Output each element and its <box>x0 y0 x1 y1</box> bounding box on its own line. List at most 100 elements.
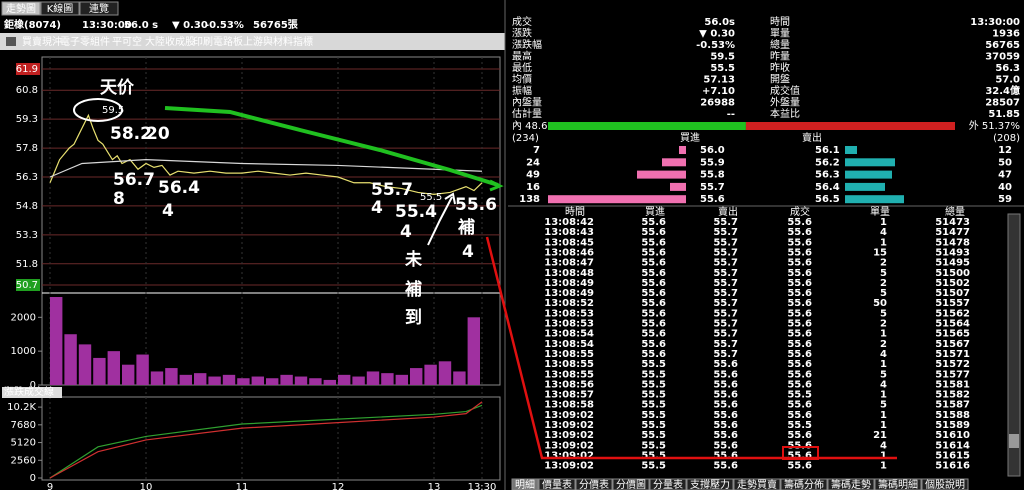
bottom-tab[interactable] <box>511 478 539 490</box>
trade-cell: 55.7 <box>713 217 738 228</box>
annotation: 4 <box>162 201 174 221</box>
volume-bar <box>50 297 63 385</box>
trade-cell: 55.6 <box>787 308 812 319</box>
trade-cell: 55.6 <box>641 227 666 238</box>
quote-value: ▼ 0.30 <box>699 29 735 40</box>
bottom-tab[interactable] <box>827 478 875 490</box>
trade-cell: 55.6 <box>787 227 812 238</box>
quote-value: 59.5 <box>710 52 735 63</box>
bottom-tab-label: 分價表 <box>579 478 609 490</box>
trade-cell: 55.5 <box>641 440 666 451</box>
arrow <box>164 106 499 187</box>
quote-value: 56.0s <box>704 17 735 28</box>
ask-bar <box>845 158 895 167</box>
scrollbar[interactable] <box>1007 213 1021 477</box>
trade-cell: 5 <box>880 268 887 279</box>
quote-value: 26988 <box>700 98 735 109</box>
volume-bar <box>122 364 135 385</box>
trade-cell: 51581 <box>935 379 970 390</box>
highlight-box <box>782 446 819 460</box>
trade-cell: 13:08:58 <box>544 400 594 411</box>
trade-cell: 51588 <box>935 410 970 421</box>
quote-value: 56765 <box>985 40 1020 51</box>
bottom-tab[interactable] <box>538 478 576 490</box>
trade-cell: 55.7 <box>713 247 738 258</box>
trade-cell: 55.6 <box>641 217 666 228</box>
bid-volume: 7 <box>533 145 540 156</box>
quote-label: 時間 <box>770 16 790 28</box>
ask-volume: 47 <box>998 170 1012 181</box>
trade-cell: 2 <box>880 339 887 350</box>
trade-cell: 13:08:55 <box>544 369 594 380</box>
tab[interactable] <box>79 1 119 16</box>
bottom-tab[interactable] <box>874 478 922 490</box>
quote-label: 最高 <box>512 50 532 63</box>
trade-cell: 55.5 <box>787 390 812 401</box>
volume-bar <box>309 378 322 385</box>
trade-cell: 55.6 <box>787 247 812 258</box>
trade-cell: 50 <box>873 298 887 309</box>
trade-cell: 1 <box>880 237 887 248</box>
bottom-tab[interactable] <box>649 478 687 490</box>
trade-cell: 55.7 <box>713 237 738 248</box>
trade-cell: 51477 <box>935 227 970 238</box>
ask-bar <box>845 182 885 191</box>
trade-cell: 51616 <box>935 461 970 472</box>
trade-cell: 51473 <box>935 217 970 228</box>
trade-cell: 55.6 <box>713 410 738 421</box>
volume-bar <box>179 374 192 385</box>
bid-price: 55.6 <box>700 194 725 205</box>
bottom-tab-label: 分量表 <box>653 478 683 490</box>
bottom-tab-label: 分價圖 <box>616 478 646 490</box>
bottom-tab[interactable] <box>612 478 650 490</box>
trade-cell: 13:08:45 <box>544 237 594 248</box>
bottom-tab[interactable] <box>733 478 781 490</box>
bottom-tab[interactable] <box>921 478 969 490</box>
annotation: 4 <box>371 198 383 218</box>
trade-cell: 5 <box>880 308 887 319</box>
trade-cell: 51614 <box>935 440 970 451</box>
bottom-tab-label: 籌碼分佈 <box>784 478 824 490</box>
tab[interactable] <box>40 1 80 16</box>
ask-price: 56.4 <box>815 182 840 193</box>
trade-cell: 55.5 <box>641 461 666 472</box>
trade-cell: 55.6 <box>787 258 812 269</box>
volume-bar <box>222 374 236 385</box>
bottom-tab[interactable] <box>575 478 613 490</box>
trade-cell: 21 <box>873 430 887 441</box>
trade-cell: 4 <box>880 227 887 238</box>
bottom-tab-label: 價量表 <box>542 478 572 490</box>
trade-cell: 51567 <box>935 339 970 350</box>
y-tick-label: 51.8 <box>16 259 38 270</box>
bottom-tab-label: 走勢買賣 <box>737 478 777 490</box>
bid-price: 56.0 <box>700 145 725 156</box>
x-tick-label: 13 <box>428 482 441 490</box>
trade-cell: 55.6 <box>787 410 812 421</box>
y-tick-label: 5120 <box>11 438 36 449</box>
annotation: 56.7 <box>113 170 155 190</box>
toolbar-icon <box>6 37 16 46</box>
tab[interactable] <box>1 1 41 16</box>
price-line <box>49 159 483 178</box>
quote-value: 1936 <box>992 29 1020 40</box>
bottom-tab[interactable] <box>780 478 828 490</box>
arrow <box>427 192 456 246</box>
volume-bar <box>93 357 106 385</box>
trade-cell: 55.6 <box>787 288 812 299</box>
bottom-tab[interactable] <box>686 478 734 490</box>
trade-cell: 55.6 <box>787 379 812 390</box>
y-tick-label: 60.8 <box>16 85 38 96</box>
scroll-thumb[interactable] <box>1009 434 1019 448</box>
label-bg <box>2 387 62 398</box>
trade-cell: 13:09:02 <box>544 450 594 461</box>
trade-cell: 55.6 <box>787 339 812 350</box>
trade-cell: 4 <box>880 379 887 390</box>
trade-cell: 55.5 <box>641 450 666 461</box>
trade-cell: 55.5 <box>787 420 812 431</box>
trend-line <box>49 401 483 479</box>
quote-value: +7.10 <box>702 86 735 97</box>
column-header: 時間 <box>565 206 585 218</box>
volume-bar <box>266 378 279 385</box>
trade-cell: 55.5 <box>641 430 666 441</box>
trade-cell: 51565 <box>935 329 970 340</box>
